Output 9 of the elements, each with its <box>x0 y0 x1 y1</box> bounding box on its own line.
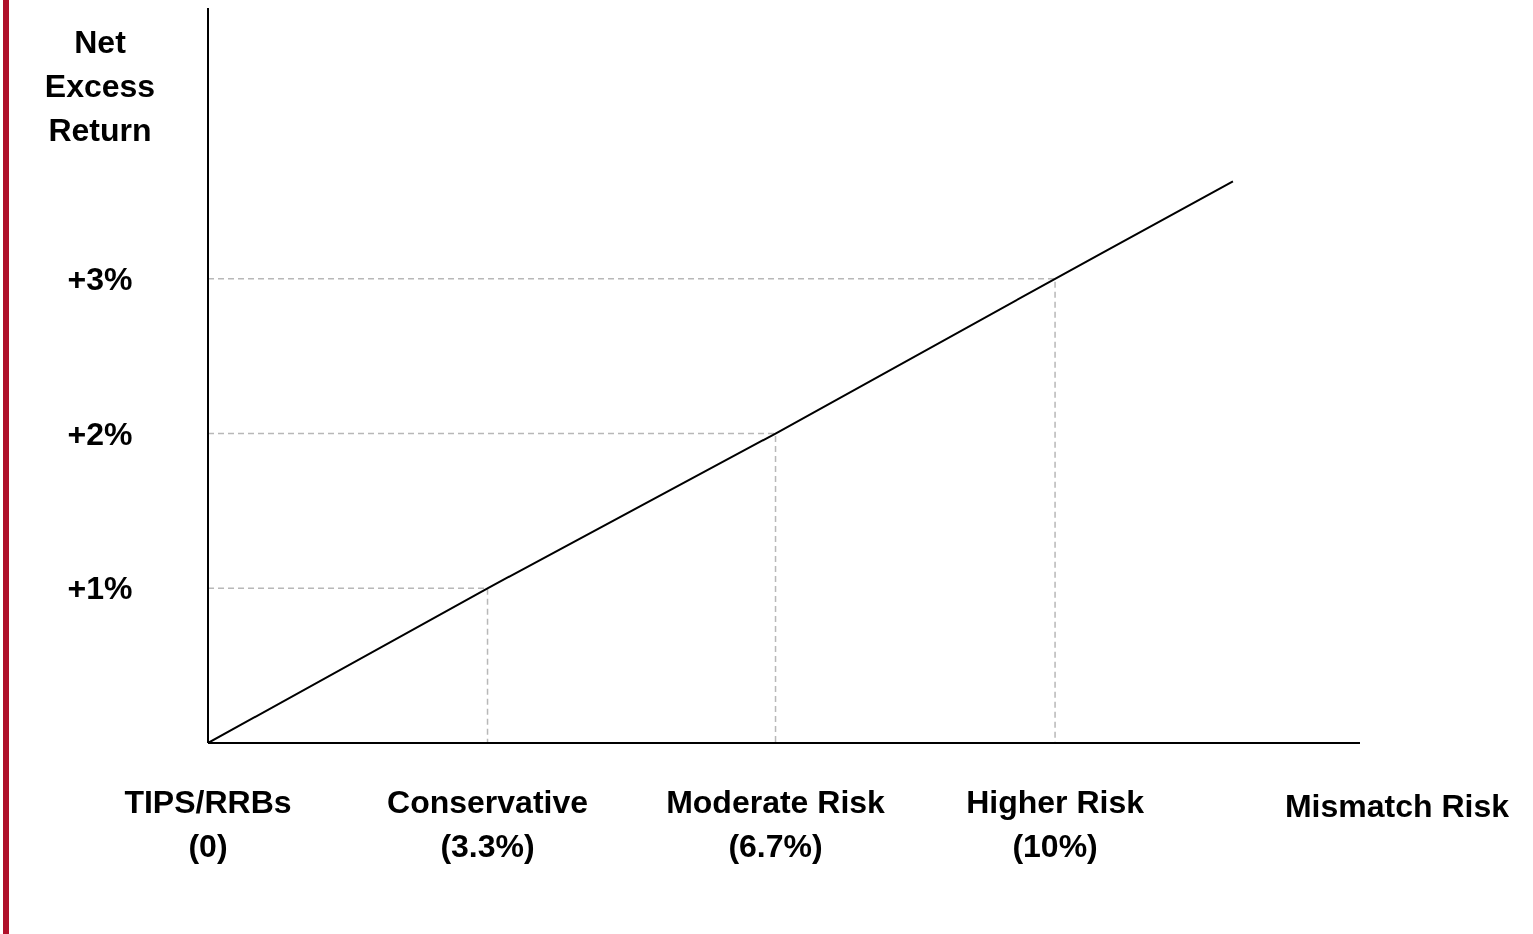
x-axis-title: Mismatch Risk <box>1283 788 1511 825</box>
y-axis-title: Net Excess Return <box>43 23 157 150</box>
x-tick-label: Higher Risk (10%) <box>966 784 1145 864</box>
x-tick-label: Conservative (3.3%) <box>387 784 589 864</box>
x-tick-label: Moderate Risk (6.7%) <box>666 784 886 864</box>
y-tick-label: +1% <box>67 570 133 607</box>
y-tick-label: +2% <box>67 415 133 452</box>
x-tick-label: TIPS/RRBs (0) <box>124 784 292 864</box>
y-tick-label: +3% <box>67 260 133 297</box>
